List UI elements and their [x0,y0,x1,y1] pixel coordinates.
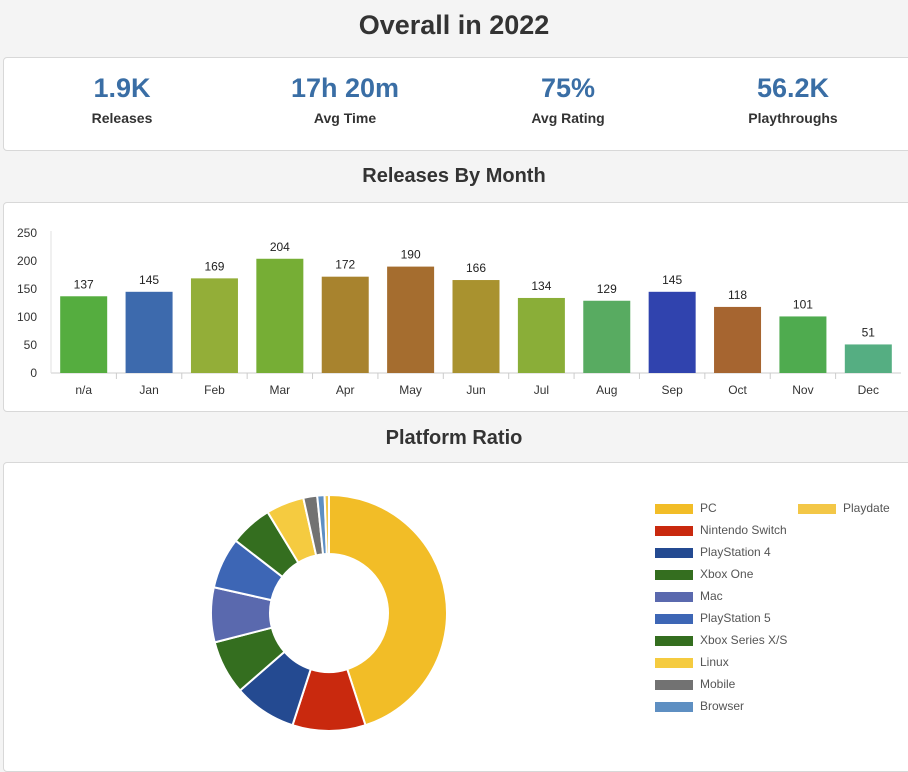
bar-jan [125,291,173,373]
y-tick-label: 200 [17,254,37,268]
x-tick-label: Mar [270,383,291,397]
bar-value-label: 51 [862,325,876,339]
bar-value-label: 145 [662,273,682,287]
bar-may [387,266,435,373]
x-tick-label: Jul [534,383,549,397]
bar-value-label: 145 [139,273,159,287]
bar-apr [321,276,369,373]
slice-playdate [323,493,330,556]
stat-label: Avg Time [313,110,377,126]
legend-label: Playdate [843,501,890,515]
y-tick-label: 100 [17,310,37,324]
x-tick-label: Sep [661,383,683,397]
releases-bar-chart: 0 50 100 150 200 250 137 n/a 145 Jan 169 Feb 204 Mar 1… [17,226,901,397]
x-tick-label: Oct [728,383,747,397]
legend-label: PC [700,501,717,515]
bar-value-label: 101 [793,297,813,311]
legend-label: Xbox Series X/S [700,633,788,647]
x-tick-label: Dec [858,383,879,397]
legend-label: Browser [700,699,745,713]
stat-avg-time: 17h 20m Avg Time [235,58,455,126]
y-tick-label: 0 [30,366,37,380]
bar-mar [256,258,304,373]
bar-value-label: 172 [335,258,355,272]
releases-section-title: Releases By Month [362,165,546,187]
legend-swatch [798,504,836,514]
page-title: Overall in 2022 [358,10,550,40]
x-tick-label: Jun [466,383,485,397]
legend-label: Mac [700,589,723,603]
y-tick-label: 150 [17,282,37,296]
y-tick-label: 250 [17,226,37,240]
legend-swatch [655,504,693,514]
stat-playthroughs: 56.2K Playthroughs [683,58,903,126]
stat-label: Releases [91,110,153,126]
x-tick-label: Aug [596,383,617,397]
bar-value-label: 118 [728,288,747,302]
bar-nov [779,316,827,373]
platform-donut-chart [210,493,448,732]
bar-value-label: 134 [531,279,551,293]
legend-label: Linux [700,655,729,669]
legend-label: Xbox One [700,567,754,581]
x-tick-label: Feb [204,383,225,397]
y-tick-label: 50 [24,338,38,352]
bar-value-label: 137 [74,277,94,291]
bar-sep [648,291,696,373]
bar-value-label: 129 [597,282,617,296]
x-tick-label: n/a [75,383,92,397]
stat-value: 17h 20m [290,73,400,103]
legend-swatch [655,702,693,712]
legend-swatch [655,658,693,668]
bar-value-label: 190 [401,248,421,262]
bar-na [60,296,108,373]
legend-swatch [655,614,693,624]
slice-pc [328,493,448,727]
legend-label: PlayStation 4 [700,545,771,559]
bar-value-label: 204 [270,240,290,254]
bar-value-label: 169 [204,259,224,273]
bar-jun [452,280,500,373]
bar-jul [517,297,565,373]
stat-label: Avg Rating [531,110,605,126]
legend-swatch [655,570,693,580]
x-tick-label: Jan [139,383,158,397]
legend-label: Nintendo Switch [700,523,787,537]
stat-value: 56.2K [756,73,830,103]
bar-oct [714,306,762,373]
x-tick-label: Apr [336,383,355,397]
platform-chart-card: PC Nintendo Switch PlayStation 4 Xbox One Ma… [3,462,908,772]
legend-label: Mobile [700,677,736,691]
stat-label: Playthroughs [748,110,838,126]
x-tick-label: Nov [792,383,813,397]
stat-value: 1.9K [93,73,151,103]
bar-aug [583,300,631,373]
stat-avg-rating: 75% Avg Rating [458,58,678,126]
releases-chart-card: 0 50 100 150 200 250 137 n/a 145 Jan 169 Feb 204 Mar 1… [3,202,908,412]
legend-label: PlayStation 5 [700,611,771,625]
legend-swatch [655,526,693,536]
bar-dec [844,344,892,373]
stat-releases: 1.9K Releases [12,58,232,126]
legend-swatch [655,592,693,602]
stats-card: 1.9K Releases 17h 20m Avg Time 75% Avg R… [3,57,908,151]
x-tick-label: May [399,383,422,397]
bar-value-label: 166 [466,261,486,275]
stat-value: 75% [540,73,596,103]
legend-swatch [655,680,693,690]
bar-feb [190,278,238,373]
legend-swatch [655,636,693,646]
platform-section-title: Platform Ratio [385,427,523,449]
legend-swatch [655,548,693,558]
